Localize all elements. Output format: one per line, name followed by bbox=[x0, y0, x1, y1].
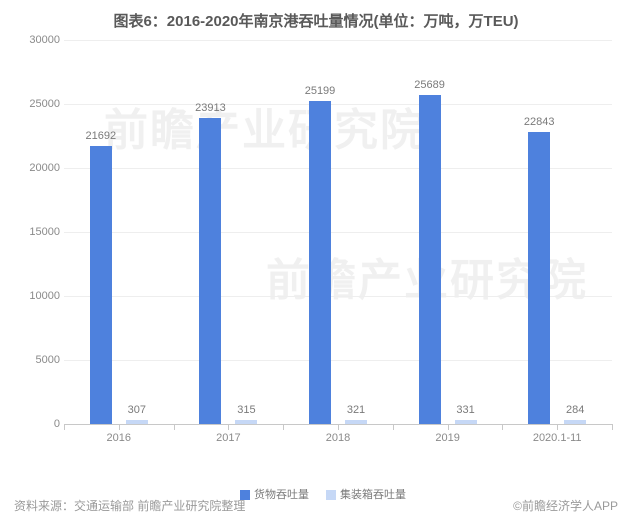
value-label: 21692 bbox=[86, 130, 117, 142]
y-axis-label: 10000 bbox=[16, 290, 60, 302]
x-axis-label: 2016 bbox=[107, 432, 131, 444]
y-axis-label: 15000 bbox=[16, 226, 60, 238]
x-tick bbox=[64, 424, 65, 430]
x-tick bbox=[338, 424, 339, 430]
footer: 资料来源：交通运输部 前瞻产业研究院整理 ©前瞻经济学人APP bbox=[14, 497, 618, 514]
x-tick bbox=[119, 424, 120, 430]
x-axis-label: 2017 bbox=[216, 432, 240, 444]
bar-集装箱吞吐量 bbox=[126, 420, 148, 424]
footer-source: 资料来源：交通运输部 前瞻产业研究院整理 bbox=[14, 497, 245, 514]
bar-集装箱吞吐量 bbox=[235, 420, 257, 424]
bar-集装箱吞吐量 bbox=[345, 420, 367, 424]
x-tick bbox=[557, 424, 558, 430]
footer-credit: ©前瞻经济学人APP bbox=[513, 497, 618, 514]
value-label: 25199 bbox=[305, 85, 336, 97]
value-label: 307 bbox=[128, 404, 146, 416]
y-axis-label: 20000 bbox=[16, 162, 60, 174]
bar-货物吞吐量 bbox=[309, 101, 331, 424]
y-axis-label: 30000 bbox=[16, 34, 60, 46]
x-tick bbox=[393, 424, 394, 430]
bar-集装箱吞吐量 bbox=[564, 420, 586, 424]
bar-货物吞吐量 bbox=[90, 146, 112, 424]
x-axis-label: 2020.1-11 bbox=[533, 432, 582, 444]
x-tick bbox=[502, 424, 503, 430]
gridline bbox=[64, 40, 612, 41]
x-tick bbox=[228, 424, 229, 430]
y-axis-label: 0 bbox=[16, 418, 60, 430]
bar-货物吞吐量 bbox=[528, 132, 550, 424]
x-tick bbox=[283, 424, 284, 430]
x-tick bbox=[174, 424, 175, 430]
bar-集装箱吞吐量 bbox=[455, 420, 477, 424]
y-axis-label: 5000 bbox=[16, 354, 60, 366]
x-axis-label: 2019 bbox=[435, 432, 459, 444]
value-label: 331 bbox=[456, 404, 474, 416]
value-label: 22843 bbox=[524, 116, 555, 128]
gridline bbox=[64, 104, 612, 105]
bar-货物吞吐量 bbox=[199, 118, 221, 424]
y-axis-label: 25000 bbox=[16, 98, 60, 110]
plot-area: 21692 307 23913 315 25199 321 25689 331 22843 284 bbox=[64, 40, 612, 425]
x-tick bbox=[612, 424, 613, 430]
value-label: 315 bbox=[237, 404, 255, 416]
value-label: 25689 bbox=[414, 79, 445, 91]
bar-货物吞吐量 bbox=[419, 95, 441, 424]
value-label: 23913 bbox=[195, 102, 226, 114]
chart-title: 图表6：2016-2020年南京港吞吐量情况(单位：万吨，万TEU) bbox=[0, 0, 632, 31]
value-label: 321 bbox=[347, 404, 365, 416]
x-axis-label: 2018 bbox=[326, 432, 350, 444]
value-label: 284 bbox=[566, 404, 584, 416]
chart-container: 前瞻产业研究院 前瞻产业研究院 216923072391331525199321… bbox=[16, 34, 616, 454]
x-tick bbox=[448, 424, 449, 430]
